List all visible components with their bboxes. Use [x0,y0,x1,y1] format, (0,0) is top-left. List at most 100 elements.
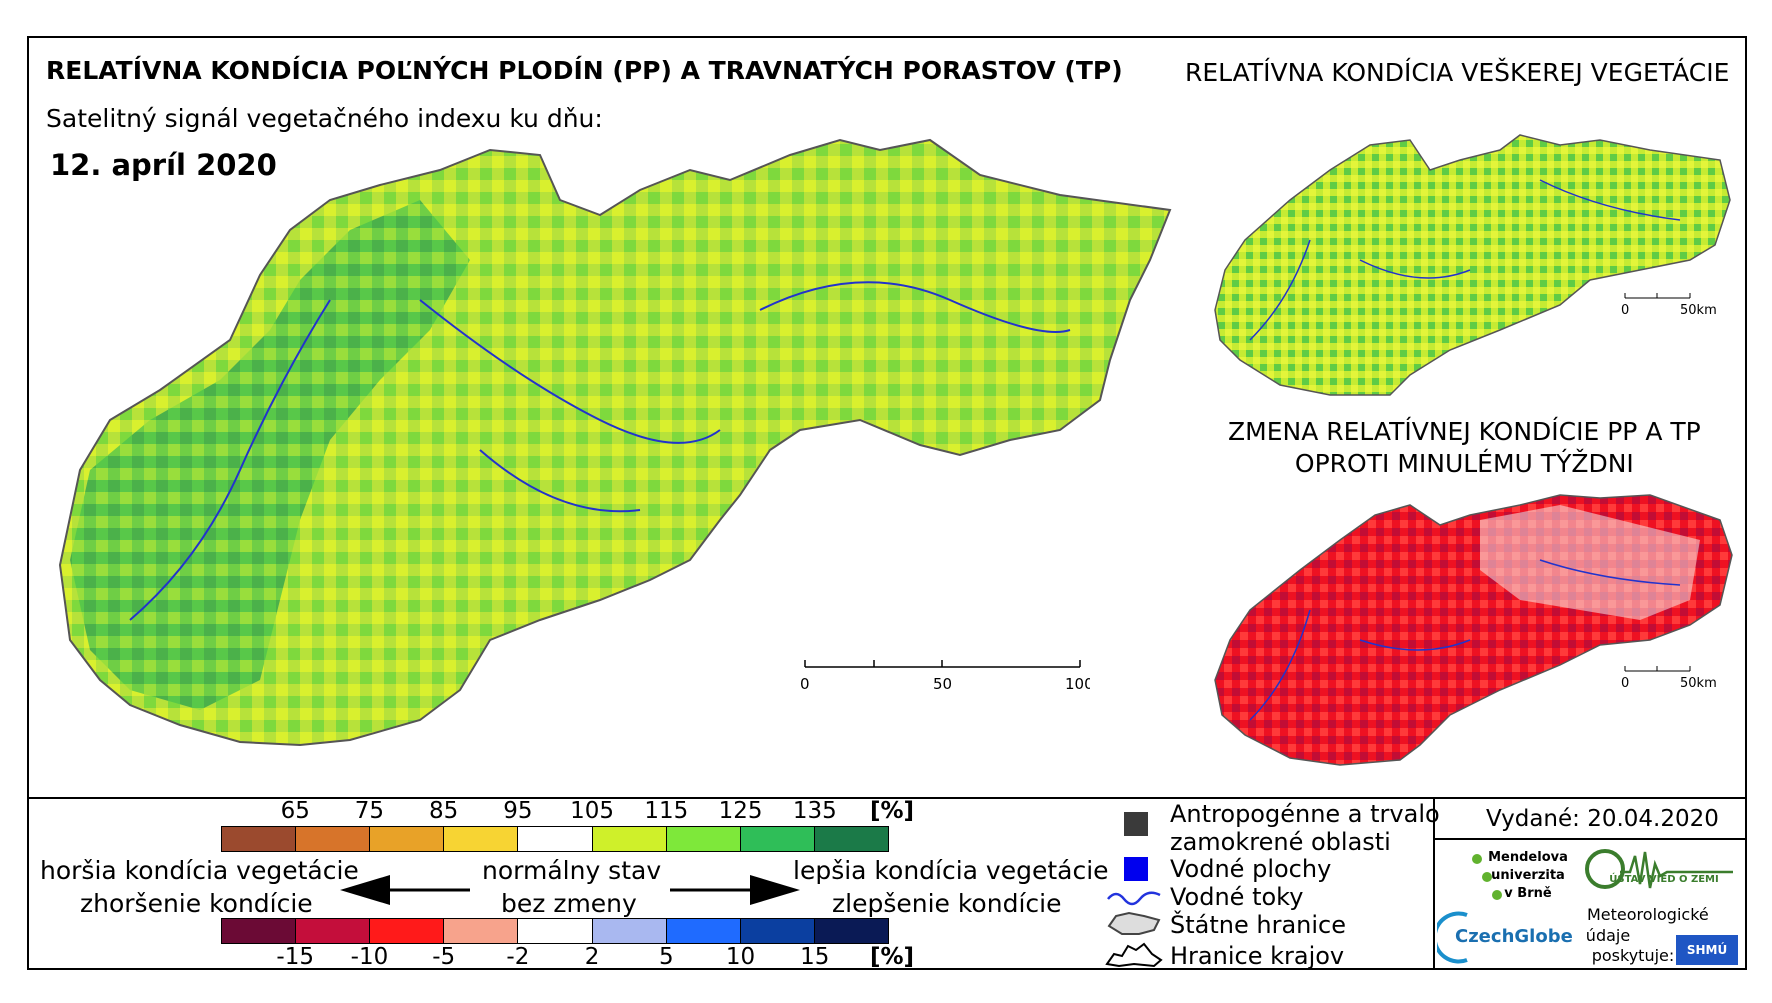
western-darker-region [70,200,470,710]
condition-swatch-0 [222,827,296,851]
scale-change-0: 0 [1621,676,1629,691]
rivers-main [129,281,1071,621]
arrows [340,875,800,905]
condition-swatch-7 [739,827,814,851]
symbol-antropogenic-label-1: Antropogénne a trvalo [1170,800,1440,828]
change-swatch-0 [222,919,296,943]
change-color-bar [221,918,889,944]
change-swatch-8 [813,919,888,943]
change-tick-4: 2 [584,944,600,970]
uvoz-text: ÚSTAV VIED O ZEMI [1609,874,1719,885]
condition-swatch-1 [295,827,370,851]
change-tick-6: 10 [725,944,756,970]
condition-swatch-2 [369,827,444,851]
mendel-text-1: Mendelova [1488,850,1568,865]
footer-divider [1433,797,1435,970]
scale-main-0: 0 [800,675,810,693]
map-date: 12. apríl 2020 [50,148,277,182]
map-subtitle: Satelitný signál vegetačného indexu ku d… [46,104,603,133]
symbol-region-border-label: Hranice krajov [1170,942,1345,970]
mendel-text-3: v Brně [1504,886,1552,901]
scale-bar-change: 0 50km [1621,666,1717,691]
mendel-dot-1 [1472,854,1482,864]
change-tick-5: 5 [659,944,674,970]
condition-tick-0: 65 [280,798,310,824]
scale-veg-0: 0 [1621,303,1629,318]
condition-tick-7: 135 [792,798,837,824]
symbol-water-bodies-swatch [1124,857,1148,881]
scale-main-100: 100 km [1065,675,1090,693]
change-tick-2: -5 [432,944,456,970]
symbol-antropogenic-swatch [1124,812,1148,836]
condition-tick-2: 85 [429,798,459,824]
no-change-label: bez zmeny [501,889,637,918]
change-swatch-1 [295,919,370,943]
change-title: ZMENA RELATÍVNEJ KONDÍCIE PP A TP OPROTI… [1228,416,1701,480]
change-swatch-3 [443,919,518,943]
map-title: RELATÍVNA KONDÍCIA POĽNÝCH PLODÍN (PP) A… [46,56,1123,85]
symbol-state-border-label: Štátne hranice [1170,911,1346,939]
scale-bar-main: 0 50 100 km [800,660,1090,693]
condition-color-bar [221,826,889,852]
czechglobe-logo: CzechGlobe [1437,910,1582,965]
uvoz-logo: ÚSTAV VIED O ZEMI [1585,844,1735,904]
legend-divider [27,797,1747,799]
change-swatch-6 [665,919,740,943]
czechglobe-text: CzechGlobe [1455,926,1573,947]
left-arrow-head [340,875,390,905]
symbol-rivers-icon [1107,891,1161,906]
footer-divider-horizontal [1433,838,1747,840]
improvement-label: zlepšenie kondície [832,889,1062,918]
change-unit: [%] [869,944,915,970]
change-swatch-7 [739,919,814,943]
czechglobe-arc-icon [1437,911,1468,964]
condition-swatch-4 [517,827,592,851]
change-swatch-2 [369,919,444,943]
shmu-logo: SHMÚ [1676,935,1738,965]
symbol-rivers-label: Vodné toky [1170,883,1304,911]
scale-bar-vegetation: 0 50km [1621,293,1717,318]
condition-tick-6: 125 [718,798,763,824]
mendel-university-logo: Mendelova univerzita v Brně [1468,848,1578,928]
symbol-state-border-icon [1107,911,1161,935]
scale-main-50: 50 [933,675,952,693]
scale-veg-50: 50km [1680,303,1717,318]
condition-tick-5: 115 [644,798,689,824]
change-swatch-4 [517,919,592,943]
change-tick-7: 15 [800,944,830,970]
condition-tick-3: 95 [503,798,533,824]
change-tick-3: -2 [506,944,530,970]
change-tick-1: -10 [350,944,389,970]
rivers-vegetation [1249,179,1681,341]
condition-tick-1: 75 [354,798,385,824]
right-arrow-head [750,875,800,905]
change-white-patches [1480,505,1700,620]
change-tick-0: -15 [276,944,314,970]
normal-state-label: normálny stav [482,856,662,885]
symbol-water-bodies-label: Vodné plochy [1170,855,1332,883]
condition-swatch-6 [665,827,740,851]
symbol-antropogenic-label-2: zamokrené oblasti [1170,828,1391,856]
rivers-change [1249,559,1681,721]
better-condition-label: lepšia kondícia vegetácie [793,856,1109,885]
change-title-line1: ZMENA RELATÍVNEJ KONDÍCIE PP A TP [1228,417,1701,446]
mendel-text-2: univerzita [1491,868,1565,883]
worsening-label: zhoršenie kondície [80,889,313,918]
change-swatch-5 [591,919,666,943]
condition-swatch-8 [813,827,888,851]
meteo-text-2: údaje [1585,926,1631,945]
symbol-region-border-icon [1105,942,1163,968]
meteo-text-3: poskytuje: [1591,946,1675,965]
condition-tick-4: 105 [570,798,615,824]
mendel-dot-3 [1492,890,1502,900]
condition-swatch-5 [591,827,666,851]
change-title-line2: OPROTI MINULÉMU TÝŽDNI [1294,449,1634,478]
meteo-text-1: Meteorologické [1587,905,1709,924]
worse-condition-label: horšia kondícia vegetácie [40,856,359,885]
issued-date: Vydané: 20.04.2020 [1486,806,1719,832]
mendel-dot-2 [1482,872,1492,882]
scale-change-50: 50km [1680,676,1717,691]
condition-swatch-3 [443,827,518,851]
uvoz-signal-icon [1585,849,1733,889]
condition-unit: [%] [869,798,915,824]
